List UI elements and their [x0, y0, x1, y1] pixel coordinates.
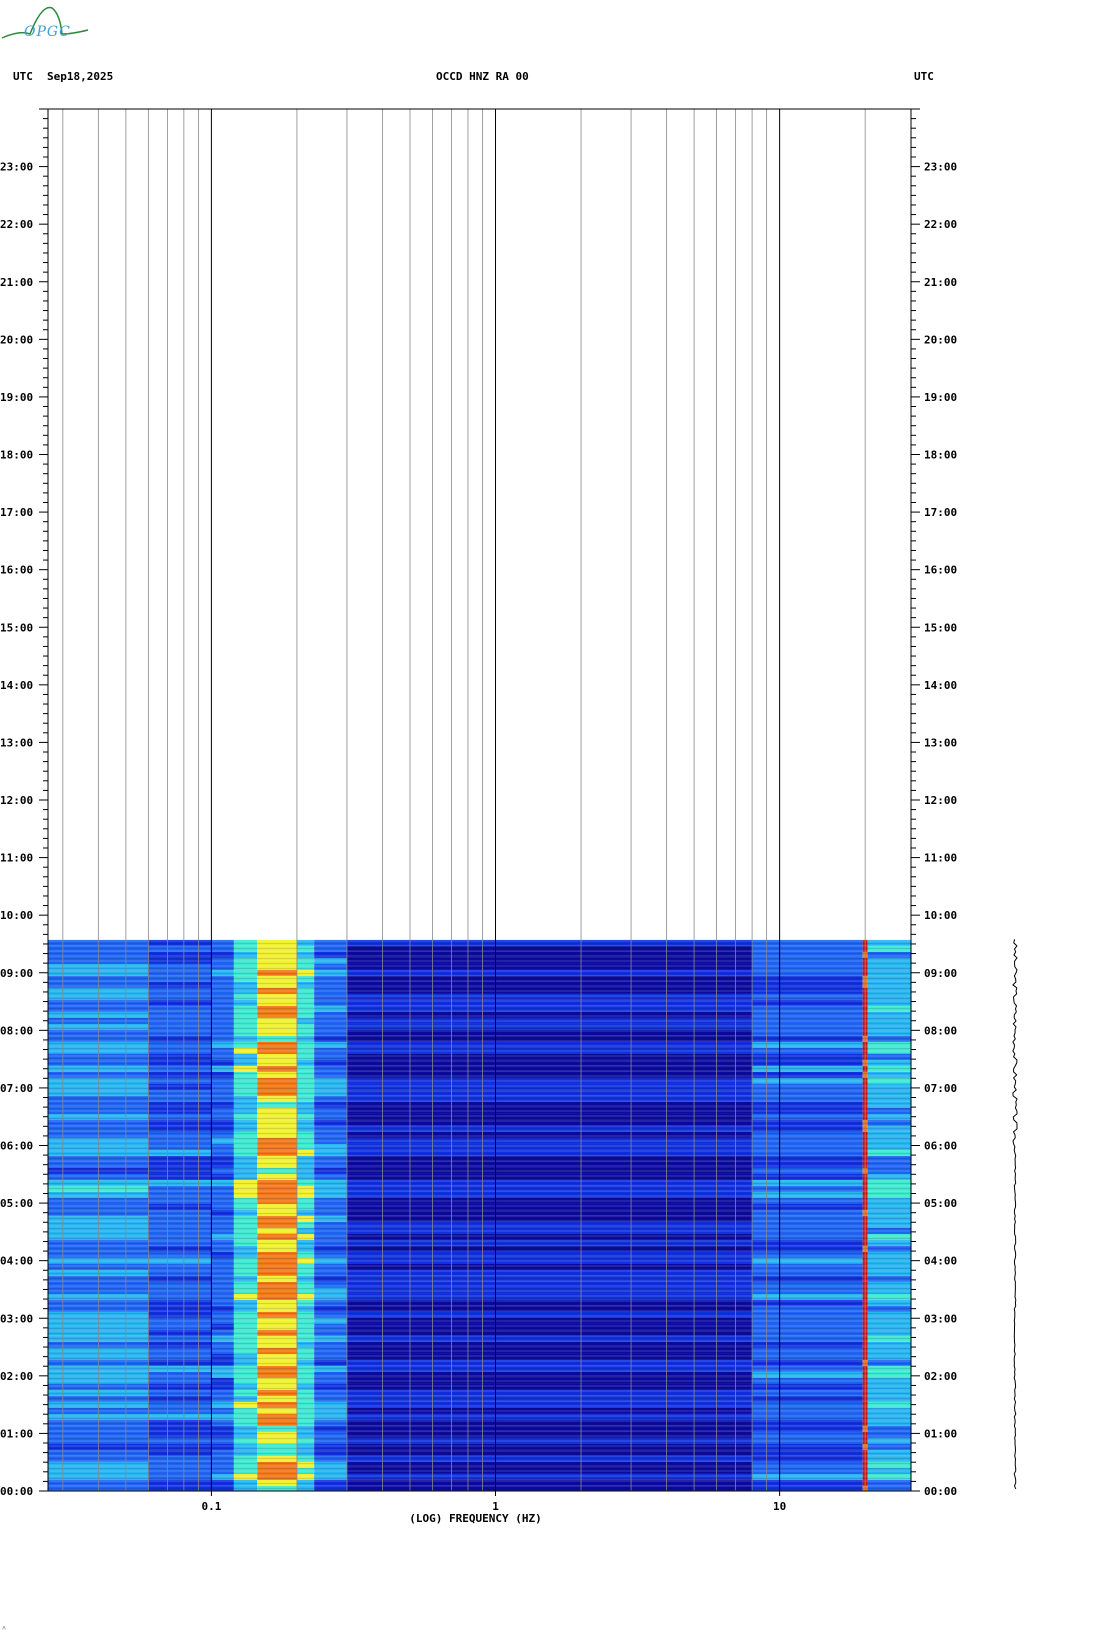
y-tick-label: 12:00 [924, 794, 957, 807]
y-tick-label: 07:00 [0, 1082, 33, 1095]
y-tick-label: 09:00 [0, 967, 33, 980]
y-tick-label: 20:00 [0, 333, 33, 346]
y-tick-label: 14:00 [924, 679, 957, 692]
x-tick-label: 10 [773, 1500, 786, 1513]
y-tick-label: 05:00 [0, 1197, 33, 1210]
y-tick-label: 19:00 [0, 391, 33, 404]
y-tick-label: 10:00 [0, 909, 33, 922]
trace-line [1012, 939, 1018, 1490]
station-title: OCCD HNZ RA 00 [436, 70, 529, 83]
y-tick-label: 21:00 [0, 276, 33, 289]
y-tick-label: 21:00 [924, 276, 957, 289]
y-tick-label: 23:00 [924, 161, 957, 174]
y-tick-label: 14:00 [0, 679, 33, 692]
y-tick-label: 02:00 [924, 1370, 957, 1383]
spectrogram-texture [48, 939, 911, 1491]
left-time-axis: 00:00 01:00 02:00 03:00 04:00 05:00 06:00 07:00… [0, 108, 48, 1498]
x-tick-label: 1 [492, 1500, 499, 1513]
x-axis-label: (LOG) FREQUENCY (HZ) [409, 1512, 541, 1525]
y-tick-label: 07:00 [924, 1082, 957, 1095]
y-tick-label: 13:00 [924, 736, 957, 749]
y-tick-label: 18:00 [924, 449, 957, 462]
y-tick-label: 22:00 [924, 218, 957, 231]
y-tick-label: 04:00 [924, 1255, 957, 1268]
x-tick-label: 0.1 [201, 1500, 221, 1513]
y-tick-label: 00:00 [0, 1485, 33, 1498]
y-tick-label: 02:00 [0, 1370, 33, 1383]
right-timezone-label: UTC [914, 70, 934, 83]
y-tick-label: 00:00 [924, 1485, 957, 1498]
y-tick-label: 08:00 [924, 1024, 957, 1037]
y-tick-label: 12:00 [0, 794, 33, 807]
y-tick-label: 13:00 [0, 736, 33, 749]
y-tick-label: 11:00 [924, 852, 957, 865]
y-tick-label: 23:00 [0, 161, 33, 174]
frequency-axis: 0.1 1 10 [201, 1491, 786, 1513]
y-tick-label: 20:00 [924, 333, 957, 346]
right-time-axis: 00:00 01:00 02:00 03:00 04:00 05:00 06:00 07:00… [911, 108, 957, 1498]
logo-swoosh-icon [1, 6, 89, 39]
y-tick-label: 01:00 [924, 1427, 957, 1440]
y-tick-label: 08:00 [0, 1024, 33, 1037]
y-tick-label: 19:00 [924, 391, 957, 404]
opgc-logo: OPGC [0, 0, 95, 49]
left-timezone-label: UTC [13, 70, 33, 83]
seismic-trace [1012, 939, 1018, 1490]
y-tick-label: 22:00 [0, 218, 33, 231]
y-tick-label: 03:00 [0, 1312, 33, 1325]
y-tick-label: 11:00 [0, 852, 33, 865]
y-tick-label: 04:00 [0, 1255, 33, 1268]
date-label: Sep18,2025 [47, 70, 114, 83]
y-tick-label: 15:00 [0, 621, 33, 634]
frequency-grid [62, 109, 866, 1491]
corner-mark-icon: ˄ [2, 1624, 6, 1632]
logo-text: OPGC [24, 24, 71, 40]
y-tick-label: 09:00 [924, 967, 957, 980]
y-tick-label: 10:00 [924, 909, 957, 922]
y-tick-label: 16:00 [924, 564, 957, 577]
y-tick-label: 16:00 [0, 564, 33, 577]
y-tick-label: 15:00 [924, 621, 957, 634]
y-tick-label: 18:00 [0, 449, 33, 462]
y-tick-label: 03:00 [924, 1312, 957, 1325]
y-tick-label: 05:00 [924, 1197, 957, 1210]
y-tick-label: 01:00 [0, 1427, 33, 1440]
y-tick-label: 17:00 [924, 506, 957, 519]
y-tick-label: 17:00 [0, 506, 33, 519]
y-tick-label: 06:00 [924, 1140, 957, 1153]
y-tick-label: 06:00 [0, 1140, 33, 1153]
